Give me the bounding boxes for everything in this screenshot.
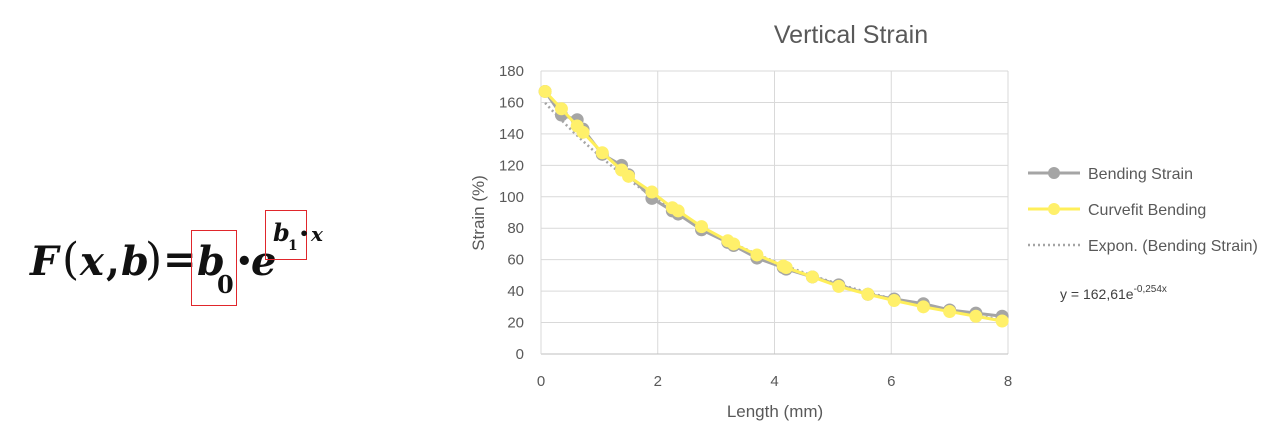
x-tick-label-6: 6 — [887, 373, 895, 390]
y-tick-label-0: 0 — [516, 346, 524, 363]
legend-label-curvefit-bending: Curvefit Bending — [1088, 202, 1206, 219]
formula-dot: • — [236, 247, 253, 277]
data-point-curvefit-bending-4 — [595, 146, 609, 160]
trendline-expon-bending-strain — [544, 102, 1003, 321]
vertical-strain-chart: Vertical Strain 020406080100120140160180… — [469, 21, 1258, 421]
series-curvefit-bending — [538, 84, 1009, 328]
formula-comma: , — [106, 238, 120, 285]
y-tick-label-160: 160 — [499, 94, 524, 111]
trendline-equation-base: y = 162,61e — [1060, 286, 1134, 302]
formula-F: F — [30, 238, 59, 285]
x-axis-title: Length (mm) — [727, 402, 823, 421]
axes: 0 20 40 60 80 100 120 140 160 180 0 2 4 6 8 — [499, 63, 1012, 390]
legend-item-expon-trendline: Expon. (Bending Strain) — [1028, 238, 1258, 255]
legend-marker-curvefit-bending — [1048, 203, 1060, 215]
y-tick-label-60: 60 — [507, 252, 524, 269]
trendline-layer — [544, 102, 1003, 321]
data-point-curvefit-bending-3 — [576, 125, 590, 139]
data-point-curvefit-bending-7 — [645, 185, 659, 199]
data-point-curvefit-bending-10 — [695, 220, 709, 234]
data-point-curvefit-bending-22 — [969, 309, 983, 323]
legend-item-bending-strain: Bending Strain — [1028, 166, 1193, 183]
chart-title: Vertical Strain — [774, 21, 928, 49]
legend-label-bending-strain: Bending Strain — [1088, 166, 1193, 183]
formula-open-paren: ( — [62, 234, 80, 285]
data-point-curvefit-bending-20 — [916, 300, 930, 314]
y-tick-label-40: 40 — [507, 283, 524, 300]
grid — [540, 70, 1009, 354]
data-point-curvefit-bending-9 — [671, 204, 685, 218]
formula-e: e — [251, 238, 277, 285]
series-layer — [538, 84, 1009, 328]
formula-x: x — [80, 238, 104, 285]
data-point-curvefit-bending-19 — [887, 294, 901, 308]
formula-equals: = — [163, 236, 197, 283]
data-point-curvefit-bending-17 — [832, 279, 846, 293]
formula-exponent-subscript: 1 — [288, 238, 298, 254]
legend-label-expon-trendline: Expon. (Bending Strain) — [1088, 238, 1258, 255]
series-line-curvefit-bending — [543, 90, 1003, 323]
series-line-bending-strain — [543, 90, 1003, 318]
trendline-equation-exponent: -0,254x — [1134, 284, 1167, 295]
y-tick-label-120: 120 — [499, 157, 524, 174]
b1-highlight-box — [265, 210, 307, 260]
formula-exponent-dot: • — [299, 224, 310, 243]
data-point-curvefit-bending-13 — [750, 248, 764, 262]
formula-b-main: b — [197, 238, 225, 285]
data-point-curvefit-bending-21 — [943, 305, 957, 319]
data-point-curvefit-bending-6 — [622, 169, 636, 183]
x-tick-label-4: 4 — [770, 373, 778, 390]
formula-b-subscript: 0 — [217, 270, 234, 299]
formula-close-paren: ) — [145, 234, 163, 285]
y-axis-title: Strain (%) — [469, 175, 488, 251]
legend-item-curvefit-bending: Curvefit Bending — [1028, 202, 1206, 219]
x-tick-label-8: 8 — [1004, 373, 1012, 390]
x-tick-label-0: 0 — [537, 373, 545, 390]
y-tick-label-20: 20 — [507, 315, 524, 332]
data-point-curvefit-bending-23 — [995, 314, 1009, 328]
formula-b: b — [121, 238, 149, 285]
trendline-equation: y = 162,61e-0,254x — [1060, 284, 1167, 302]
data-point-curvefit-bending-0 — [538, 84, 552, 98]
data-point-curvefit-bending-18 — [861, 287, 875, 301]
data-point-curvefit-bending-12 — [727, 237, 741, 251]
y-tick-label-180: 180 — [499, 63, 524, 80]
y-tick-label-80: 80 — [507, 220, 524, 237]
series-bending-strain — [538, 84, 1009, 323]
legend-marker-bending-strain — [1048, 167, 1060, 179]
y-tick-label-100: 100 — [499, 189, 524, 206]
data-point-curvefit-bending-1 — [554, 102, 568, 116]
b0-highlight-box — [191, 230, 237, 306]
x-tick-label-2: 2 — [654, 373, 662, 390]
legend: Bending Strain Curvefit Bending Expon. (… — [1028, 166, 1258, 255]
data-point-curvefit-bending-15 — [779, 261, 793, 275]
formula-exponent-b: b — [273, 218, 290, 247]
y-tick-label-140: 140 — [499, 126, 524, 143]
data-point-curvefit-bending-16 — [805, 270, 819, 284]
formula: F ( x , b ) = b 0 • e b 1 • x — [0, 0, 400, 440]
formula-exponent-x: x — [311, 222, 323, 246]
